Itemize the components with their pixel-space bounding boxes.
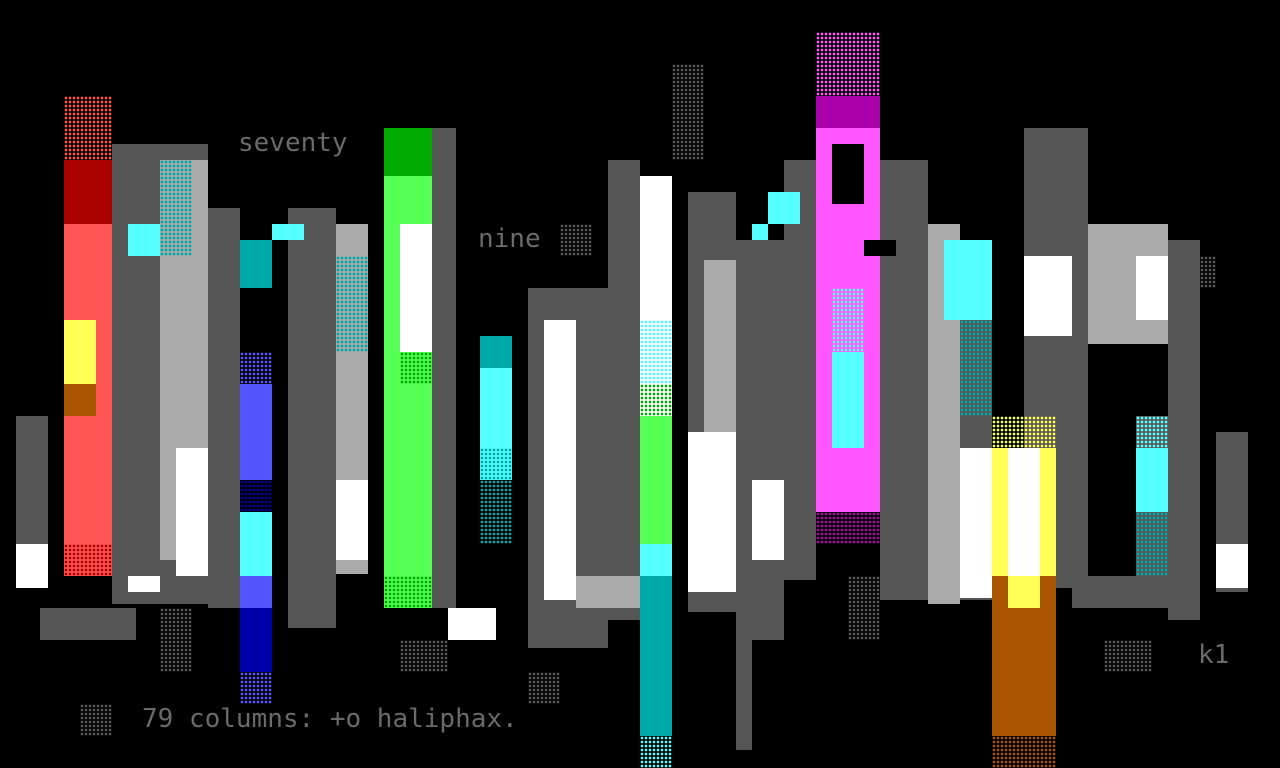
art-block bbox=[608, 160, 640, 620]
art-block bbox=[1216, 544, 1248, 588]
art-block bbox=[560, 224, 592, 256]
art-block bbox=[1136, 256, 1168, 320]
art-block bbox=[240, 672, 272, 704]
art-block bbox=[1136, 448, 1168, 512]
art-block bbox=[816, 32, 880, 96]
art-block bbox=[16, 544, 48, 588]
art-block bbox=[1008, 576, 1040, 608]
art-block bbox=[640, 320, 672, 384]
art-block bbox=[688, 432, 736, 592]
art-block bbox=[832, 288, 864, 352]
art-block bbox=[40, 608, 136, 640]
art-block bbox=[640, 736, 672, 768]
art-block bbox=[640, 544, 672, 576]
art-block bbox=[752, 480, 784, 560]
art-block bbox=[880, 160, 928, 600]
art-block bbox=[944, 240, 992, 320]
art-block bbox=[80, 704, 112, 736]
art-block bbox=[160, 160, 192, 256]
art-block bbox=[240, 512, 272, 576]
art-block bbox=[816, 96, 880, 128]
art-block bbox=[736, 560, 752, 750]
art-block bbox=[864, 240, 896, 256]
art-block bbox=[240, 480, 272, 512]
art-block bbox=[208, 208, 240, 608]
art-block bbox=[128, 576, 160, 592]
art-block bbox=[832, 144, 864, 204]
art-block bbox=[64, 544, 112, 576]
caption-text: 79 columns: +o haliphax. bbox=[142, 704, 518, 734]
art-block bbox=[832, 352, 864, 448]
art-block bbox=[240, 384, 272, 480]
art-block bbox=[848, 576, 880, 640]
art-block bbox=[992, 416, 1056, 448]
art-block bbox=[528, 672, 560, 704]
art-block bbox=[64, 96, 112, 160]
art-block bbox=[240, 240, 272, 288]
art-block bbox=[480, 448, 512, 544]
art-block bbox=[480, 336, 512, 368]
art-block bbox=[448, 608, 496, 640]
art-block bbox=[240, 576, 272, 608]
art-block bbox=[400, 352, 432, 384]
art-block bbox=[1136, 512, 1168, 576]
art-block bbox=[1136, 416, 1168, 448]
art-block bbox=[64, 384, 96, 416]
art-block bbox=[272, 224, 304, 240]
art-block bbox=[240, 608, 272, 672]
art-block bbox=[176, 448, 208, 576]
word-seventy: seventy bbox=[238, 128, 348, 158]
art-block bbox=[752, 224, 768, 240]
art-block bbox=[1072, 576, 1168, 608]
word-nine: nine bbox=[478, 224, 541, 254]
art-block bbox=[288, 208, 336, 628]
art-block bbox=[1104, 640, 1152, 672]
art-block bbox=[640, 416, 672, 544]
art-block bbox=[336, 480, 368, 560]
art-block bbox=[768, 192, 800, 224]
art-block bbox=[400, 224, 432, 352]
art-block bbox=[960, 320, 992, 416]
art-block bbox=[640, 576, 672, 736]
art-block bbox=[640, 384, 672, 416]
art-block bbox=[336, 256, 368, 352]
art-block bbox=[960, 448, 992, 598]
art-block bbox=[432, 128, 456, 608]
art-block bbox=[1024, 256, 1072, 336]
art-block bbox=[160, 608, 192, 672]
art-block bbox=[400, 640, 448, 672]
art-block bbox=[992, 736, 1056, 768]
art-block bbox=[384, 576, 432, 608]
art-block bbox=[672, 64, 704, 160]
art-block bbox=[64, 320, 96, 384]
art-block bbox=[784, 160, 816, 580]
art-block bbox=[240, 352, 272, 384]
art-block bbox=[816, 512, 880, 544]
art-block bbox=[544, 320, 576, 600]
signature-k1: k1 bbox=[1198, 640, 1230, 670]
art-block bbox=[128, 224, 160, 256]
art-block bbox=[1008, 448, 1040, 576]
art-block bbox=[1200, 256, 1216, 288]
